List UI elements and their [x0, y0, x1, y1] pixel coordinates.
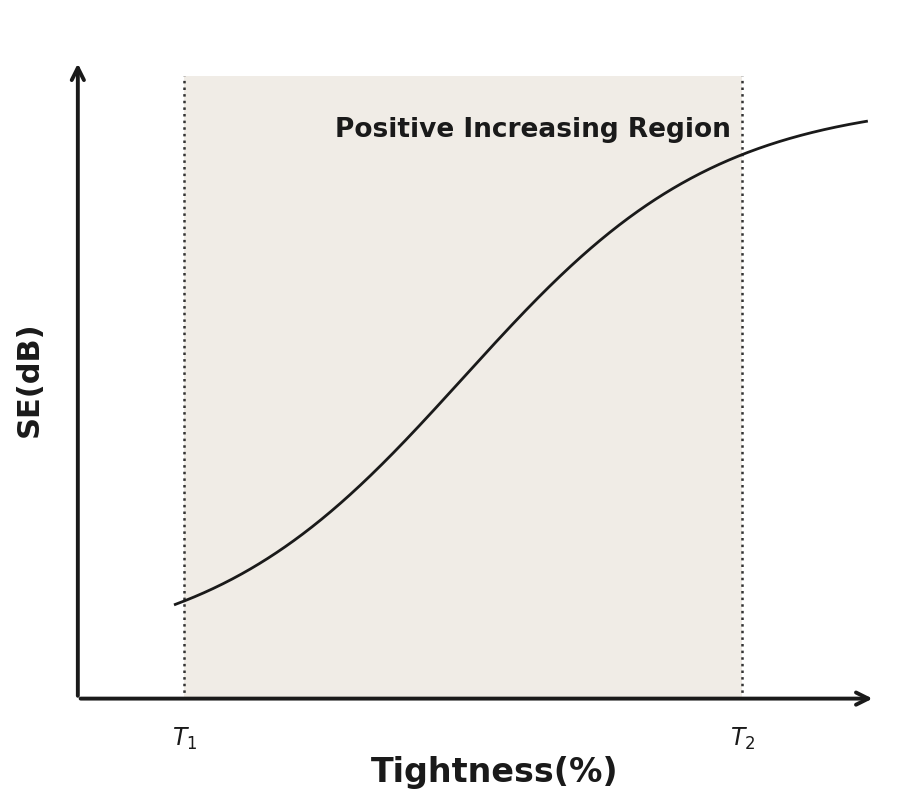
Text: Tightness(%): Tightness(%) — [371, 756, 618, 790]
Text: SE(dB): SE(dB) — [14, 322, 43, 438]
Text: Positive Increasing Region: Positive Increasing Region — [335, 117, 731, 143]
Text: $T_1$: $T_1$ — [172, 726, 197, 752]
Bar — [184, 76, 742, 698]
Text: $T_2$: $T_2$ — [730, 726, 755, 752]
